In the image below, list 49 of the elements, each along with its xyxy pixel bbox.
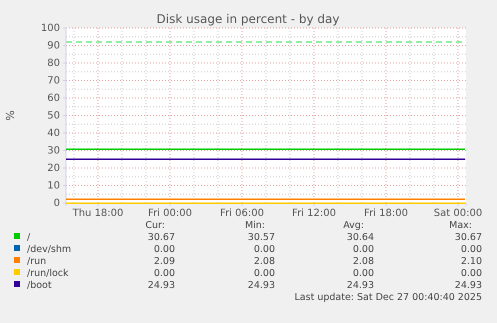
text: 0.00 [460,268,482,279]
y-tick-label: 60 [47,93,60,104]
legend-label: / [27,232,31,243]
text: 2.08 [254,256,275,267]
text: Cur: [145,220,165,231]
text: 0.00 [154,244,175,255]
text: Min: [244,220,265,231]
y-tick-label: 10 [47,180,60,192]
text: 0.00 [254,244,275,255]
text: 24.93 [248,280,275,291]
text: 0.00 [352,244,374,255]
text: 30.57 [248,232,275,243]
text: 30.67 [148,232,175,243]
text: 0.00 [254,268,275,279]
x-tick-label: Fri 12:00 [292,208,336,220]
legend-label: /run/lock [27,268,70,279]
x-tick-label: Fri 18:00 [364,208,408,220]
y-tick-label: 100 [40,23,60,34]
x-tick-label: Sat 00:00 [434,208,482,220]
y-tick-label: 70 [47,76,60,87]
x-tick-label: Thu 18:00 [72,208,124,220]
text: Last update: Sat Dec 27 00:40:40 2025 [294,292,482,303]
legend-label: /run [27,256,46,267]
text: 2.10 [460,256,482,267]
chart-title: Disk usage in percent - by day [156,12,340,26]
text: 30.64 [346,232,374,243]
y-tick-label: 90 [47,40,60,52]
y-tick-label: 50 [47,110,60,122]
text: Avg: [343,220,364,231]
y-axis-title: % [4,110,17,121]
text: 2.09 [154,256,175,267]
x-tick-label: Fri 06:00 [220,208,264,220]
legend-label: /boot [27,280,52,291]
text: 24.93 [454,280,482,291]
y-tick-label: 20 [47,163,60,174]
text: 2.08 [352,256,374,267]
y-tick-label: 0 [54,198,60,210]
text: 0.00 [460,244,482,255]
text: 0.00 [154,268,175,279]
y-tick-label: 80 [47,58,60,70]
text: 24.93 [346,280,374,291]
y-tick-label: 30 [47,146,60,157]
text: 0.00 [352,268,374,279]
legend-label: /dev/shm [27,244,72,255]
text: 30.67 [454,232,482,243]
y-tick-label: 40 [47,128,60,140]
text: Max: [449,220,472,231]
text: 24.93 [148,280,175,291]
x-tick-label: Fri 00:00 [148,208,192,220]
